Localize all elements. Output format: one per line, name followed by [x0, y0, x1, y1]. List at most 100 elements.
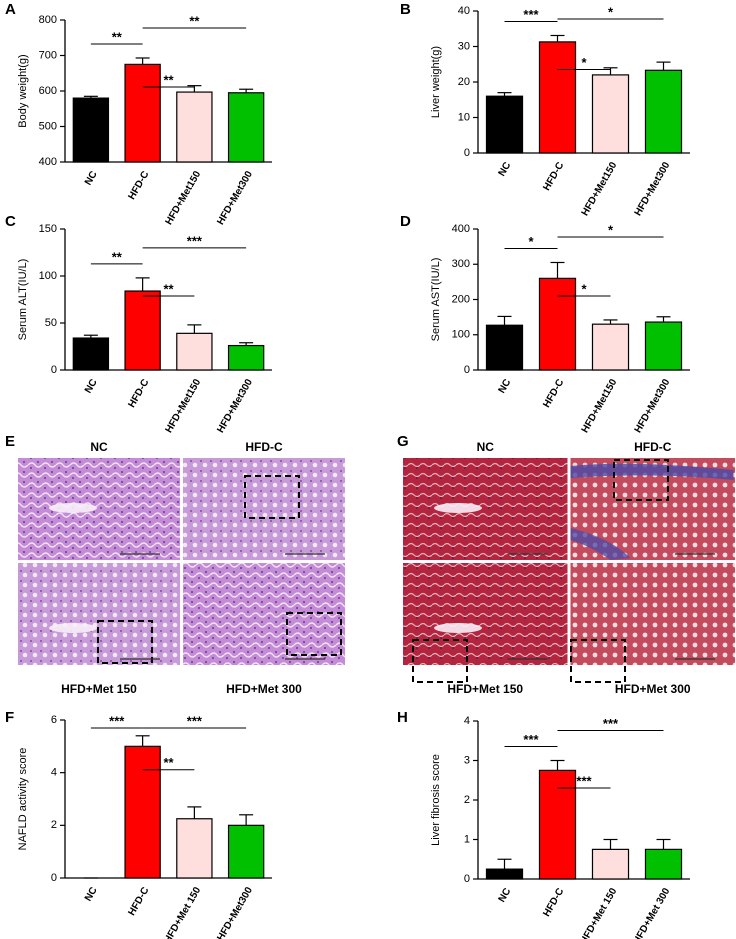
significance-label: ***: [576, 773, 592, 788]
fibrosis-stain: [570, 528, 631, 560]
bar: [176, 332, 213, 371]
micrograph: [183, 458, 345, 560]
panel-label: G: [397, 433, 409, 450]
y-tick-label: 2: [464, 794, 470, 806]
vessel: [434, 623, 482, 633]
significance-label: ***: [603, 716, 619, 731]
significance-label: **: [189, 13, 200, 28]
significance-label: *: [608, 4, 614, 19]
x-tick-label: HFD+Met300: [633, 160, 673, 218]
y-tick-label: 0: [464, 147, 470, 159]
bar: [227, 344, 265, 371]
y-tick-label: 10: [458, 111, 470, 123]
bar: [124, 290, 161, 371]
x-tick-label: HFD-C: [126, 885, 151, 917]
bar: [591, 323, 630, 371]
bar: [176, 91, 213, 163]
image-caption: HFD+Met 150: [447, 682, 523, 696]
y-tick-label: 0: [464, 364, 470, 376]
x-tick-label: HFD-C: [126, 377, 151, 409]
bar: [227, 92, 265, 163]
significance-label: ***: [187, 233, 203, 248]
y-tick-label: 400: [39, 156, 57, 168]
significance-label: *: [581, 55, 587, 70]
y-axis-label: Serum AST(IU/L): [430, 258, 442, 342]
panel-label: C: [5, 213, 16, 230]
significance-label: *: [581, 281, 587, 296]
image-caption: HFD+Met 300: [615, 682, 691, 696]
bar: [485, 324, 524, 371]
panel-label: B: [400, 1, 411, 18]
image-caption: HFD-C: [634, 440, 672, 454]
significance-label: ***: [523, 7, 539, 22]
x-tick-label: HFD+Met150: [164, 169, 204, 227]
significance-label: ***: [523, 732, 539, 747]
bar: [591, 74, 630, 154]
y-tick-label: 600: [39, 85, 57, 97]
bar: [72, 97, 110, 163]
x-tick-label: NC: [497, 377, 514, 395]
y-tick-label: 20: [458, 76, 470, 88]
x-tick-label: HFD+Met300: [215, 377, 255, 435]
vessel: [49, 503, 97, 513]
y-axis-label: Liver weight(g): [430, 46, 442, 118]
micrograph: [403, 458, 568, 560]
significance-label: **: [163, 72, 174, 87]
x-tick-label: NC: [497, 886, 514, 904]
panel-label: F: [5, 709, 14, 726]
x-tick-label: NC: [83, 885, 100, 903]
roi-box: [244, 475, 300, 519]
y-tick-label: 4: [51, 767, 57, 779]
y-tick-label: 3: [464, 754, 470, 766]
y-tick-label: 150: [39, 223, 57, 235]
y-axis-label: Body weight(g): [17, 54, 29, 127]
image-caption: NC: [90, 440, 108, 454]
image-caption: HFD-C: [245, 440, 283, 454]
y-tick-label: 100: [39, 270, 57, 282]
x-tick-label: HFD-C: [541, 160, 566, 192]
significance-label: ***: [187, 713, 203, 728]
micrograph: [18, 458, 180, 560]
bar: [485, 868, 524, 880]
x-tick-label: HFD+Met150: [580, 160, 620, 218]
bar: [485, 95, 524, 154]
x-tick-label: HFD+Met300: [215, 885, 255, 939]
image-caption: HFD+Met 150: [61, 682, 137, 696]
bar: [124, 63, 161, 163]
significance-label: **: [112, 249, 123, 264]
bar: [644, 321, 683, 371]
y-tick-label: 40: [458, 5, 470, 17]
bar: [538, 769, 577, 880]
x-tick-label: HFD+Met 150: [578, 886, 619, 939]
bar: [227, 824, 265, 879]
significance-label: **: [163, 755, 174, 770]
bar: [538, 41, 577, 154]
x-tick-label: HFD-C: [541, 377, 566, 409]
bar: [591, 848, 630, 880]
panel-label: A: [5, 1, 16, 18]
roi-box: [570, 639, 626, 683]
panel-label: D: [400, 213, 411, 230]
x-tick-label: NC: [83, 169, 100, 187]
y-tick-label: 0: [51, 872, 57, 884]
y-tick-label: 0: [464, 873, 470, 885]
significance-label: ***: [109, 713, 125, 728]
y-tick-label: 300: [452, 258, 470, 270]
y-tick-label: 800: [39, 14, 57, 26]
vessel: [49, 623, 97, 633]
bar: [644, 848, 683, 880]
bar: [72, 337, 110, 371]
y-tick-label: 6: [51, 714, 57, 726]
x-tick-label: HFD+Met 150: [162, 885, 203, 939]
panel-label: H: [397, 709, 408, 726]
roi-box: [412, 639, 468, 683]
x-tick-label: HFD-C: [126, 169, 151, 201]
x-tick-label: HFD+Met 300: [631, 886, 672, 939]
y-axis-label: Serum ALT(IU/L): [17, 259, 29, 341]
y-tick-label: 200: [452, 293, 470, 305]
x-tick-label: HFD+Met300: [633, 377, 673, 435]
image-caption: NC: [477, 440, 495, 454]
x-tick-label: HFD+Met300: [215, 169, 255, 227]
y-tick-label: 100: [452, 329, 470, 341]
